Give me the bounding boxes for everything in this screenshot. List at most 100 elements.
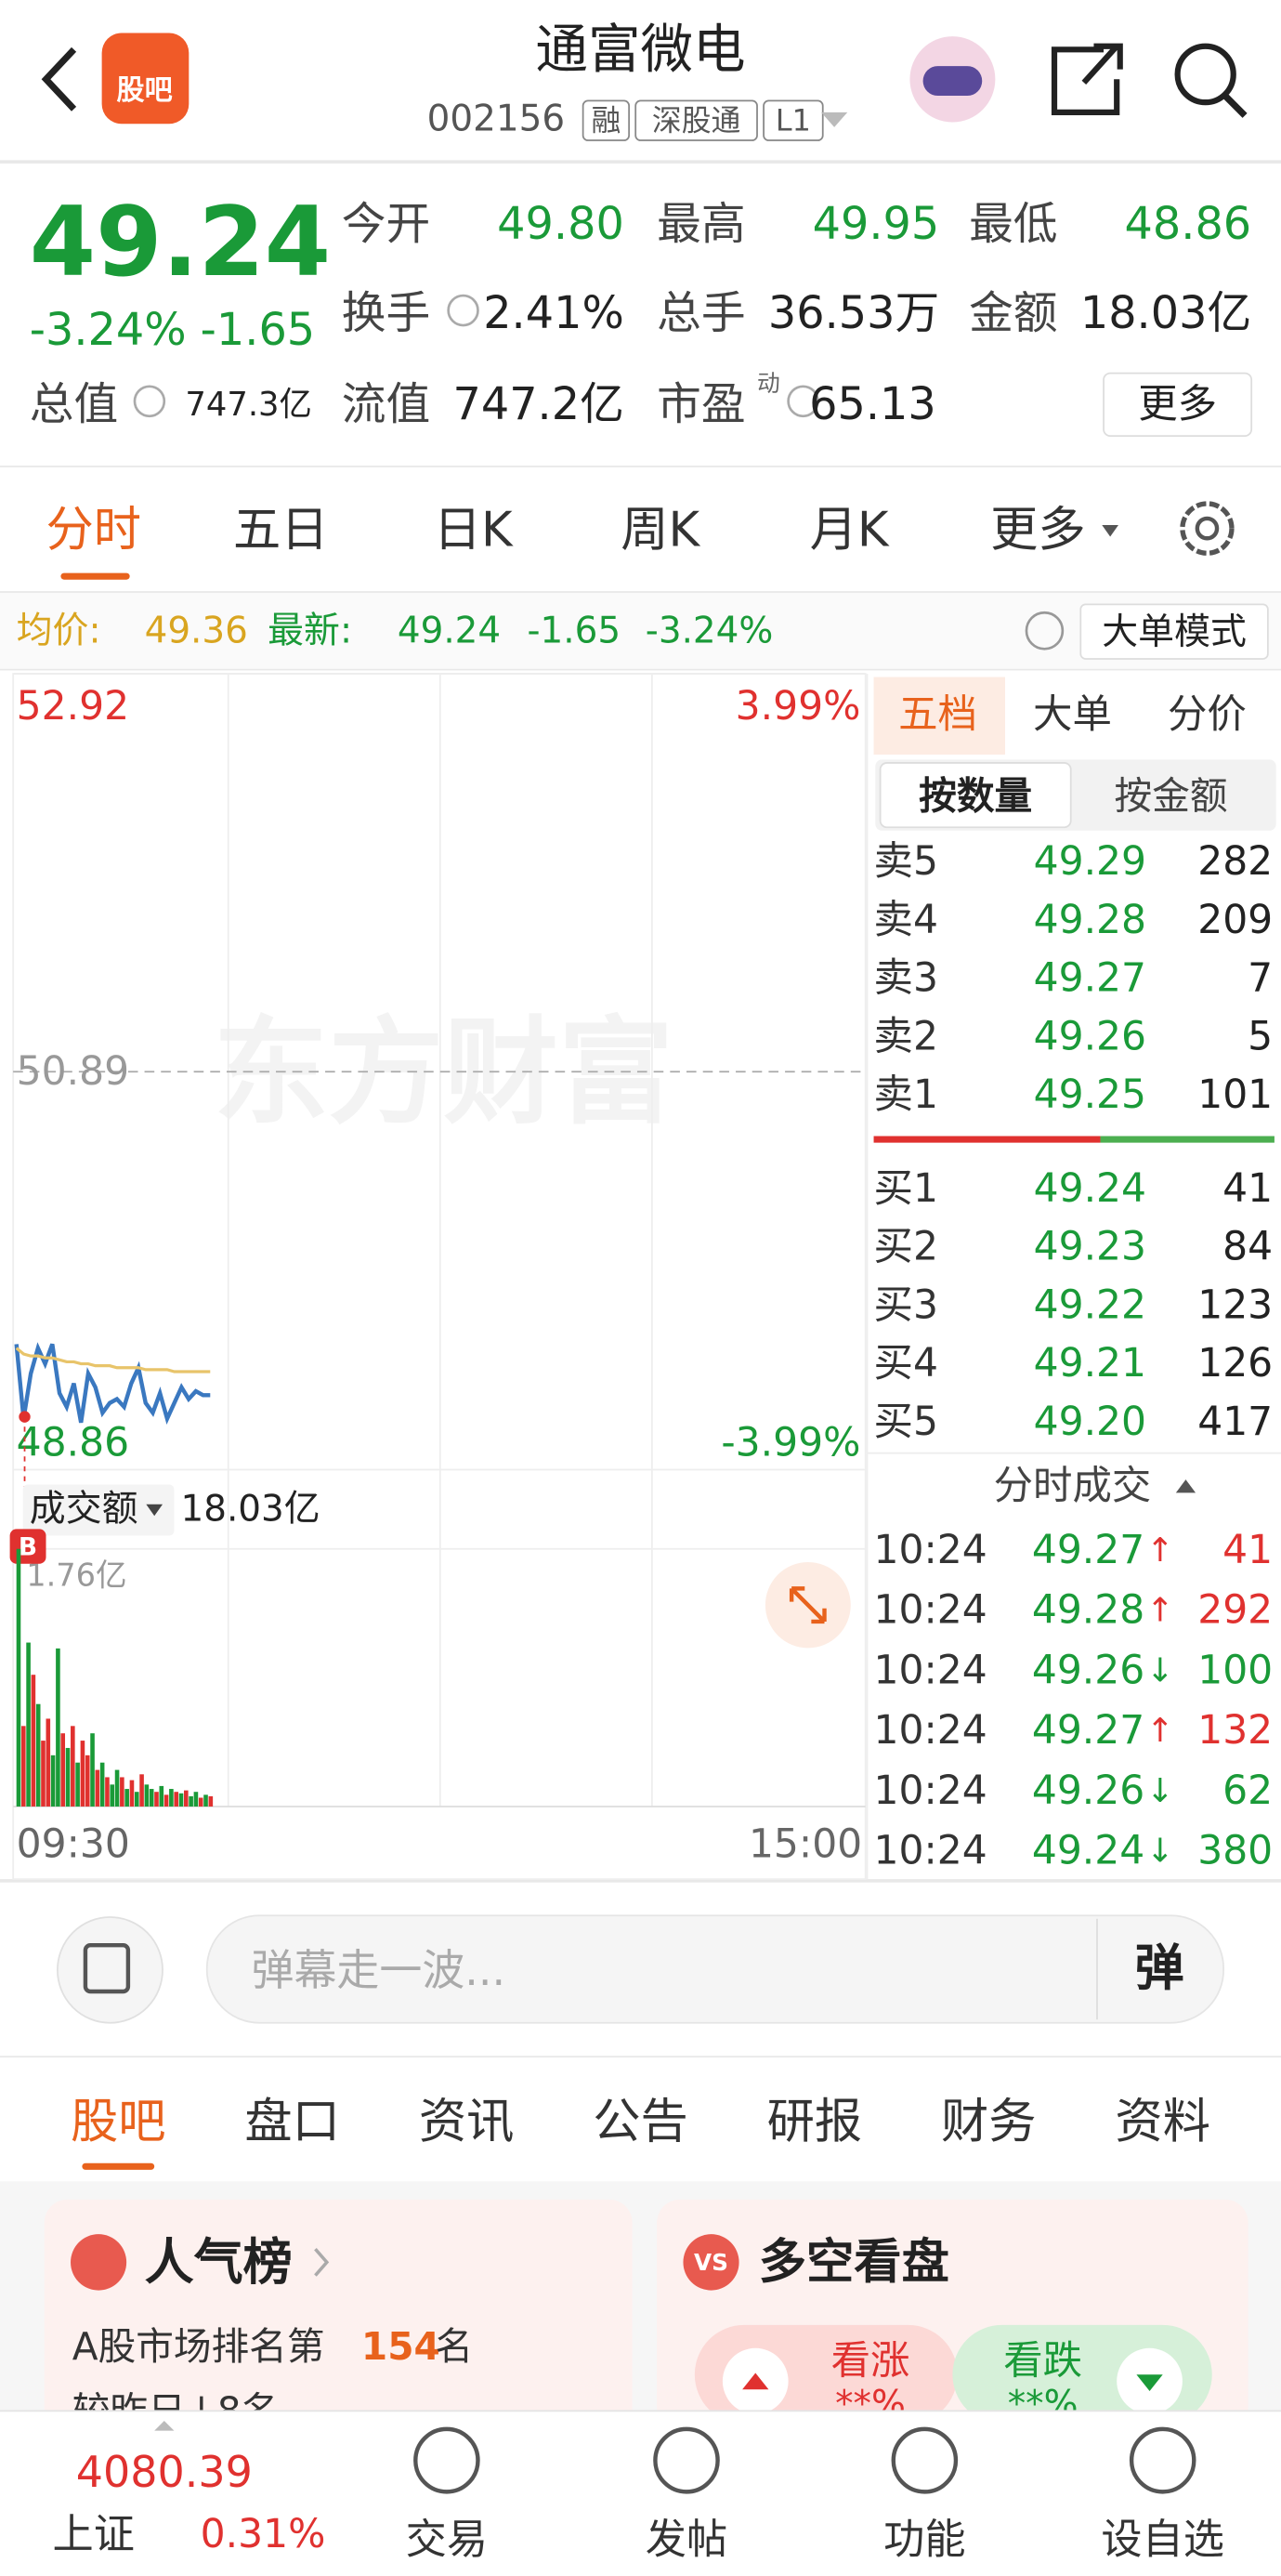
section-tab[interactable]: 研报 — [767, 2094, 863, 2149]
volume-bar — [80, 1741, 85, 1807]
book-tab[interactable]: 分价 — [1168, 692, 1247, 738]
avg-label: 均价: — [17, 610, 101, 651]
book-price: 49.20 — [1034, 1400, 1146, 1445]
period-tab[interactable]: 五日 — [233, 502, 329, 558]
section-tab[interactable]: 资料 — [1115, 2094, 1210, 2149]
book-level: 卖3 — [874, 955, 938, 1001]
trade-time: 10:24 — [874, 1768, 987, 1814]
volume-bar — [46, 1718, 51, 1807]
volume-bar — [71, 1726, 75, 1807]
avg-value: 49.36 — [145, 610, 248, 651]
book-subtab[interactable]: 按金额 — [1115, 773, 1228, 818]
logo-bg[interactable] — [101, 33, 190, 125]
period-tab[interactable]: 周K — [621, 502, 700, 558]
trade-price: 49.24 — [1032, 1828, 1144, 1873]
big-order-text[interactable]: 大单模式 — [1102, 611, 1247, 653]
nav-label[interactable]: 交易 — [406, 2516, 488, 2563]
volume-caret — [146, 1504, 163, 1517]
nav-icon[interactable] — [413, 2426, 480, 2494]
section-tab[interactable]: 资讯 — [419, 2094, 515, 2149]
info-icon[interactable] — [787, 385, 819, 418]
book-volume: 417 — [1197, 1400, 1273, 1445]
change: -1.65 — [201, 305, 315, 356]
ratio-bar-sell — [873, 1136, 1101, 1143]
settings-hole — [1195, 516, 1220, 541]
volume-bar — [174, 1792, 178, 1807]
period-tab[interactable]: 分时 — [46, 502, 142, 558]
volume-bar — [163, 1794, 169, 1807]
nav-label[interactable]: 发帖 — [646, 2516, 727, 2563]
more-button[interactable] — [1103, 372, 1253, 437]
avg-line — [15, 1347, 211, 1373]
subtab-active[interactable] — [879, 762, 1072, 829]
nav-icon[interactable] — [891, 2426, 959, 2494]
field-label: 今开 — [342, 199, 430, 250]
card-chevron — [314, 2247, 330, 2277]
nav-label[interactable]: 功能 — [883, 2516, 965, 2563]
logo-text[interactable]: 股吧 — [117, 74, 173, 107]
danmu-icon-bg[interactable] — [56, 1916, 163, 2024]
book-tab[interactable]: 五档 — [898, 692, 977, 738]
book-price: 49.23 — [1034, 1225, 1146, 1270]
book-volume: 123 — [1197, 1282, 1273, 1328]
field-label: 流值 — [342, 379, 430, 430]
danmu-icon — [83, 1942, 131, 1994]
nav-icon[interactable] — [653, 2426, 720, 2494]
popularity-card[interactable] — [44, 2199, 633, 2431]
book-volume: 101 — [1197, 1072, 1273, 1118]
info-icon[interactable] — [133, 385, 166, 418]
trades-caret — [1175, 1479, 1196, 1493]
trade-arrow: ↑ — [1146, 1531, 1174, 1570]
help-icon[interactable] — [1025, 611, 1065, 651]
divider — [0, 466, 1281, 467]
card-title: 人气榜 — [145, 2233, 293, 2291]
volume-bar — [139, 1774, 144, 1807]
section-tab[interactable]: 公告 — [593, 2094, 688, 2149]
book-price: 49.29 — [1034, 839, 1146, 885]
dropdown-caret[interactable] — [820, 112, 848, 127]
book-subtab[interactable]: 按数量 — [919, 773, 1032, 818]
period-tab[interactable]: 月K — [810, 502, 890, 558]
volume-bar — [105, 1777, 110, 1807]
field-label: 换手 — [342, 288, 430, 339]
y-tick-label: 48.86 — [17, 1420, 129, 1465]
nav-label[interactable]: 设自选 — [1101, 2516, 1224, 2563]
back-button[interactable] — [41, 46, 77, 112]
more-button-text[interactable]: 更多 — [1138, 382, 1217, 427]
book-volume: 126 — [1197, 1341, 1273, 1387]
volume-label[interactable]: 成交额 — [30, 1489, 138, 1531]
book-price: 49.26 — [1034, 1014, 1146, 1059]
nav-icon[interactable] — [1129, 2426, 1196, 2494]
volume-selector[interactable] — [22, 1484, 175, 1536]
volume-bar — [50, 1755, 56, 1807]
tag: 融 — [591, 103, 621, 138]
period-tab[interactable]: 更多 — [990, 502, 1086, 558]
trade-price: 49.26 — [1032, 1768, 1144, 1814]
book-tab[interactable]: 大单 — [1033, 692, 1112, 738]
info-icon[interactable] — [447, 294, 479, 327]
stock-name: 通富微电 — [535, 19, 745, 80]
danmu-input[interactable] — [205, 1914, 1225, 2024]
vs-text: VS — [694, 2249, 728, 2276]
share-icon[interactable] — [1051, 43, 1123, 115]
tag-box — [634, 99, 758, 141]
trade-arrow: ↓ — [1146, 1772, 1174, 1810]
volume-bar — [90, 1733, 95, 1807]
book-level: 买3 — [874, 1282, 938, 1328]
tag: L1 — [776, 103, 811, 138]
settings-icon[interactable] — [1180, 501, 1235, 556]
danmu-button[interactable]: 弹 — [1135, 1939, 1184, 1997]
volume-bar — [189, 1795, 193, 1807]
section-tab[interactable]: 财务 — [941, 2094, 1037, 2149]
vs-icon — [683, 2234, 739, 2291]
search-icon[interactable] — [1174, 43, 1236, 106]
section-underline — [82, 2162, 155, 2170]
period-tab[interactable]: 日K — [434, 502, 514, 558]
section-tab[interactable]: 盘口 — [244, 2094, 340, 2149]
volume-bar — [144, 1784, 150, 1807]
section-tab[interactable]: 股吧 — [71, 2094, 166, 2149]
index-value[interactable]: 4080.39 — [76, 2447, 253, 2497]
trade-volume: 100 — [1197, 1648, 1273, 1693]
big-order-button[interactable] — [1079, 603, 1269, 660]
